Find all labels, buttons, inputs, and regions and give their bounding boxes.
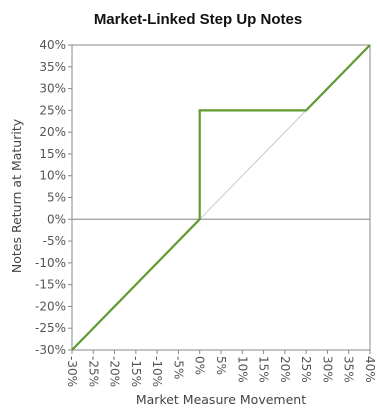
x-tick-label: 5%	[214, 356, 228, 375]
reference-diagonal-line	[199, 110, 307, 220]
x-tick-label: 25%	[299, 356, 313, 383]
y-tick-label: -25%	[35, 321, 66, 335]
plot-area	[71, 44, 371, 351]
x-tick-label: -15%	[129, 356, 143, 387]
x-tick-label: -10%	[150, 356, 164, 387]
x-tick-label: 40%	[363, 356, 377, 383]
y-tick-label: 10%	[39, 169, 66, 183]
payoff-series-line	[71, 44, 371, 351]
y-tick-label: -20%	[35, 299, 66, 313]
y-tick-label: -15%	[35, 278, 66, 292]
y-axis-label: Notes Return at Maturity	[9, 118, 24, 273]
y-axis-ticks: -30% -25% -20% -15% -10% -5% 0% 5% 10% 15% 20% 25% 3…	[35, 38, 72, 357]
x-axis-label: Market Measure Movement	[136, 392, 306, 407]
y-tick-label: -10%	[35, 256, 66, 270]
x-axis-ticks: -30% -25% -20% -15% -10% -5% 0% 5% 10% 15% 20% 25% 3…	[65, 350, 377, 387]
y-tick-label: 20%	[39, 125, 66, 139]
x-tick-label: 15%	[257, 356, 271, 383]
y-tick-label: 5%	[47, 191, 66, 205]
y-tick-label: 25%	[39, 103, 66, 117]
x-tick-label: -5%	[171, 356, 185, 379]
x-tick-label: 0%	[193, 356, 207, 375]
y-tick-label: 35%	[39, 60, 66, 74]
x-tick-label: 35%	[342, 356, 356, 383]
x-tick-label: 10%	[235, 356, 249, 383]
y-tick-label: 30%	[39, 82, 66, 96]
x-tick-label: -30%	[65, 356, 79, 387]
y-tick-label: -30%	[35, 343, 66, 357]
y-tick-label: 40%	[39, 38, 66, 52]
x-tick-label: 20%	[278, 356, 292, 383]
x-tick-label: -25%	[86, 356, 100, 387]
y-tick-label: 0%	[47, 212, 66, 226]
y-tick-label: -5%	[43, 234, 66, 248]
x-tick-label: 30%	[320, 356, 334, 383]
chart-title: Market-Linked Step Up Notes	[94, 11, 302, 28]
y-tick-label: 15%	[39, 147, 66, 161]
x-tick-label: -20%	[108, 356, 122, 387]
